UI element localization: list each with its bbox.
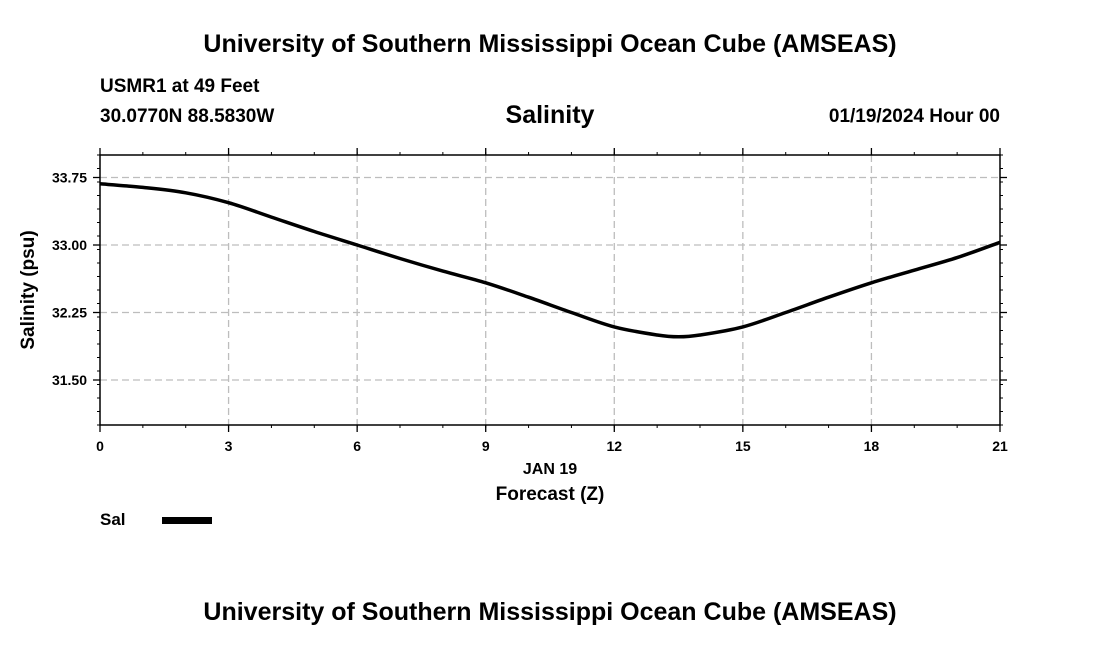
top-title: University of Southern Mississippi Ocean…: [203, 30, 897, 58]
legend-label: Sal: [100, 510, 126, 529]
x-axis-date-label: JAN 19: [523, 461, 577, 478]
x-tick-label: 0: [96, 438, 104, 454]
x-tick-label: 3: [225, 438, 233, 454]
y-tick-label: 33.75: [52, 170, 87, 186]
coordinates-label: 30.0770N 88.5830W: [100, 106, 275, 127]
x-axis-label: Forecast (Z): [496, 484, 605, 505]
x-tick-label: 9: [482, 438, 490, 454]
y-tick-label: 32.25: [52, 305, 87, 321]
y-axis-label: Salinity (psu): [18, 230, 39, 349]
legend-swatch: [162, 517, 212, 524]
x-tick-label: 15: [735, 438, 751, 454]
x-tick-label: 12: [606, 438, 622, 454]
y-tick-label: 31.50: [52, 372, 87, 388]
bottom-title: University of Southern Mississippi Ocean…: [203, 598, 897, 626]
plot-frame: [99, 154, 1001, 426]
x-tick-label: 6: [353, 438, 361, 454]
y-tick-label: 33.00: [52, 237, 87, 253]
station-label: USMR1 at 49 Feet: [100, 76, 260, 97]
series-line-sal: [99, 182, 1001, 339]
x-tick-label: 18: [864, 438, 880, 454]
date-label: 01/19/2024 Hour 00: [828, 106, 1000, 127]
chart-title: Salinity: [505, 101, 595, 129]
x-tick-label: 21: [992, 438, 1008, 454]
